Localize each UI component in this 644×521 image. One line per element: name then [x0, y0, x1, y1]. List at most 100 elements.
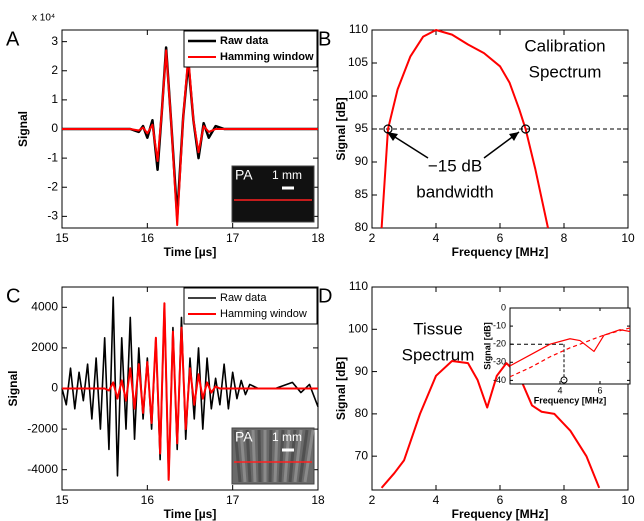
legend-label: Hamming window — [220, 51, 314, 63]
x-tick-label: 16 — [141, 493, 155, 507]
x-axis-label: Frequency [MHz] — [452, 507, 549, 521]
inset-texture — [268, 429, 273, 483]
x-tick-label: 18 — [311, 231, 325, 245]
x-tick-label: 6 — [497, 493, 504, 507]
panel-letter: A — [6, 28, 20, 50]
legend-box — [183, 287, 318, 325]
y-tick-label: 4000 — [31, 299, 58, 313]
inset-label: 1 mm — [272, 168, 302, 182]
arrowhead — [509, 132, 519, 141]
x-tick-label: 10 — [621, 493, 635, 507]
inset-texture — [239, 429, 247, 483]
x-tick-label: 2 — [369, 231, 376, 245]
y-axis-label: Signal [dB] — [334, 357, 348, 420]
arrowhead — [387, 132, 398, 141]
y-scale-label: x 10⁴ — [32, 13, 55, 24]
y-tick-label: -10 — [493, 320, 506, 330]
y-tick-label: 80 — [355, 406, 369, 420]
x-tick-label: 2 — [369, 493, 376, 507]
y-tick-label: 1 — [51, 92, 58, 106]
y-axis-label: Signal [dB] — [334, 97, 348, 160]
panel-letter: D — [318, 285, 332, 307]
x-tick-label: 6 — [497, 231, 504, 245]
y-tick-label: 90 — [355, 154, 369, 168]
y-tick-label: -20 — [493, 339, 506, 349]
legend-label: Raw data — [220, 35, 269, 47]
x-axis-label: Time [µs] — [164, 507, 217, 521]
inset-texture — [303, 429, 315, 483]
legend-box — [183, 30, 318, 68]
x-tick-label: 4 — [557, 385, 562, 395]
panel-letter: C — [6, 285, 20, 307]
y-tick-label: 90 — [355, 364, 369, 378]
annotation: bandwidth — [416, 182, 494, 201]
y-tick-label: 0 — [51, 381, 58, 395]
x-axis-label: Frequency [MHz] — [534, 395, 607, 405]
x-tick-label: 4 — [433, 231, 440, 245]
panel-letter: B — [318, 28, 331, 50]
annotation: Tissue — [413, 319, 462, 338]
y-tick-label: 2 — [51, 63, 58, 77]
x-tick-label: 15 — [55, 231, 69, 245]
y-tick-label: 0 — [501, 302, 506, 312]
marker — [520, 124, 531, 134]
inset-texture — [288, 429, 297, 483]
x-tick-label: 10 — [621, 231, 635, 245]
series-line — [62, 49, 318, 227]
reference-marker — [560, 376, 568, 384]
y-tick-label: 100 — [348, 88, 368, 102]
x-tick-label: 8 — [561, 493, 568, 507]
y-tick-label: 85 — [355, 187, 369, 201]
y-tick-label: 110 — [349, 22, 368, 36]
annotation: Spectrum — [402, 345, 475, 364]
inset-texture — [257, 429, 262, 483]
x-tick-label: 18 — [311, 493, 325, 507]
x-tick-label: 6 — [597, 385, 602, 395]
y-tick-label: 2000 — [31, 340, 58, 354]
y-axis-label: Signal — [6, 370, 20, 406]
legend-label: Raw data — [220, 292, 267, 304]
y-axis-label: Signal — [16, 111, 30, 147]
y-tick-label: -1 — [47, 150, 58, 164]
x-tick-label: 17 — [226, 493, 240, 507]
series-line — [380, 29, 549, 229]
y-tick-label: 110 — [349, 279, 368, 293]
inset-texture — [283, 429, 291, 483]
y-tick-label: 0 — [51, 121, 58, 135]
inset-texture — [278, 429, 285, 483]
series-line — [509, 329, 631, 367]
series-line — [380, 360, 601, 489]
inset-label: PA — [235, 167, 253, 183]
inset-texture — [245, 429, 252, 483]
inset-texture — [251, 429, 257, 483]
y-tick-label: 80 — [355, 220, 369, 234]
x-axis-label: Frequency [MHz] — [452, 245, 549, 259]
inset-label: PA — [235, 429, 253, 445]
y-tick-label: -30 — [493, 357, 506, 367]
inset-label: 1 mm — [272, 430, 302, 444]
y-tick-label: -4000 — [27, 462, 58, 476]
x-tick-label: 8 — [561, 231, 568, 245]
annotation: Calibration — [524, 36, 605, 55]
y-tick-label: 3 — [51, 34, 58, 48]
y-tick-label: -2 — [47, 179, 58, 193]
x-tick-label: 15 — [55, 493, 69, 507]
x-axis-label: Time [µs] — [164, 245, 217, 259]
x-tick-label: 4 — [433, 493, 440, 507]
annotation: −15 dB — [428, 156, 482, 175]
inset-texture — [233, 429, 242, 483]
inset-texture — [273, 429, 279, 483]
inset-image — [231, 165, 315, 223]
x-tick-label: 17 — [226, 231, 240, 245]
y-tick-label: -40 — [493, 375, 506, 385]
y-tick-label: 95 — [355, 121, 369, 135]
annotation: Spectrum — [529, 62, 602, 81]
legend-label: Hamming window — [220, 308, 307, 320]
y-tick-label: -3 — [47, 209, 58, 223]
x-tick-label: 16 — [141, 231, 155, 245]
y-axis-label: Signal [dB] — [482, 322, 492, 370]
plot-area — [509, 307, 631, 385]
series-line — [62, 302, 318, 481]
